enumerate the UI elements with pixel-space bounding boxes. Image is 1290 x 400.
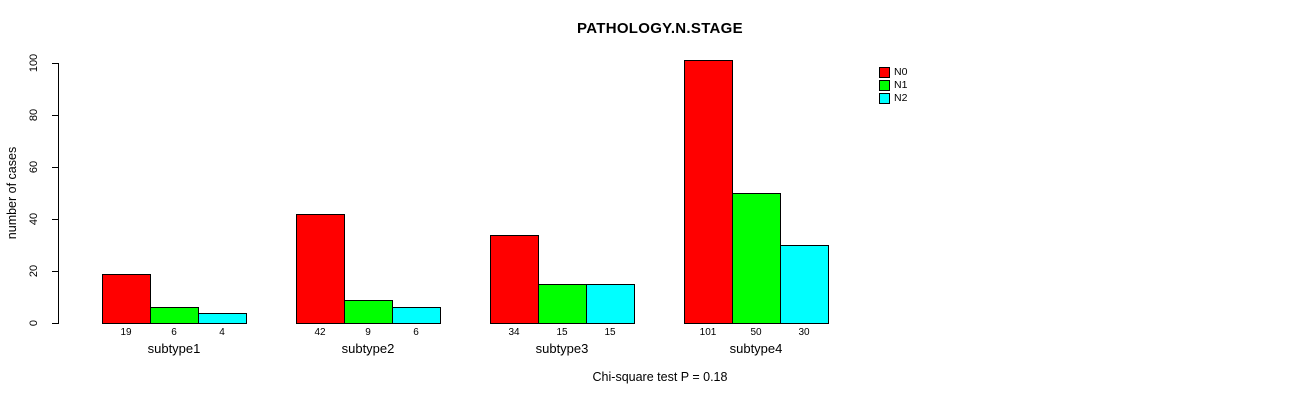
bar-value-label: 50 xyxy=(750,327,762,338)
bar-value-label: 30 xyxy=(798,327,810,338)
bar-n1-subtype3 xyxy=(538,284,587,324)
legend-swatch-n1 xyxy=(879,80,890,91)
category-label-subtype4: subtype4 xyxy=(729,341,783,356)
y-tick-label: 20 xyxy=(28,264,40,278)
bar-value-label: 15 xyxy=(604,327,616,338)
legend-row-n1: N1 xyxy=(879,79,907,92)
bar-value-label: 9 xyxy=(365,327,371,338)
chi-square-annotation: Chi-square test P = 0.18 xyxy=(592,370,728,384)
bar-value-label: 15 xyxy=(556,327,568,338)
y-tick xyxy=(52,323,58,324)
legend-row-n2: N2 xyxy=(879,92,907,105)
y-tick xyxy=(52,219,58,220)
bar-n0-subtype4 xyxy=(684,60,733,324)
category-label-subtype2: subtype2 xyxy=(341,341,395,356)
legend-label: N1 xyxy=(894,79,908,91)
y-tick-label: 100 xyxy=(28,53,40,73)
bar-n1-subtype4 xyxy=(732,193,781,324)
legend-label: N0 xyxy=(894,66,908,78)
bar-value-label: 19 xyxy=(120,327,132,338)
legend: N0 N1 N2 xyxy=(879,66,907,105)
bar-n1-subtype1 xyxy=(150,307,199,324)
y-axis xyxy=(58,63,59,324)
bar-n1-subtype2 xyxy=(344,300,393,324)
bar-n2-subtype2 xyxy=(392,307,441,324)
y-tick xyxy=(52,63,58,64)
bar-n0-subtype1 xyxy=(102,274,151,324)
y-tick-label: 60 xyxy=(28,160,40,174)
category-label-subtype1: subtype1 xyxy=(147,341,201,356)
legend-swatch-n2 xyxy=(879,93,890,104)
bar-value-label: 6 xyxy=(171,327,177,338)
y-tick-label: 80 xyxy=(28,108,40,122)
bar-value-label: 42 xyxy=(314,327,326,338)
bar-n2-subtype3 xyxy=(586,284,635,324)
y-tick-label: 0 xyxy=(28,319,40,327)
legend-row-n0: N0 xyxy=(879,66,907,79)
chart-title: PATHOLOGY.N.STAGE xyxy=(577,20,743,37)
bar-n0-subtype3 xyxy=(490,235,539,324)
bar-value-label: 101 xyxy=(699,327,717,338)
category-label-subtype3: subtype3 xyxy=(535,341,589,356)
bar-value-label: 34 xyxy=(508,327,520,338)
y-tick-label: 40 xyxy=(28,212,40,226)
legend-swatch-n0 xyxy=(879,67,890,78)
bar-value-label: 6 xyxy=(413,327,419,338)
bar-n2-subtype1 xyxy=(198,313,247,324)
legend-label: N2 xyxy=(894,92,908,104)
y-tick xyxy=(52,271,58,272)
y-tick xyxy=(52,115,58,116)
bar-value-label: 4 xyxy=(219,327,225,338)
y-tick xyxy=(52,167,58,168)
bar-n2-subtype4 xyxy=(780,245,829,324)
bar-n0-subtype2 xyxy=(296,214,345,324)
